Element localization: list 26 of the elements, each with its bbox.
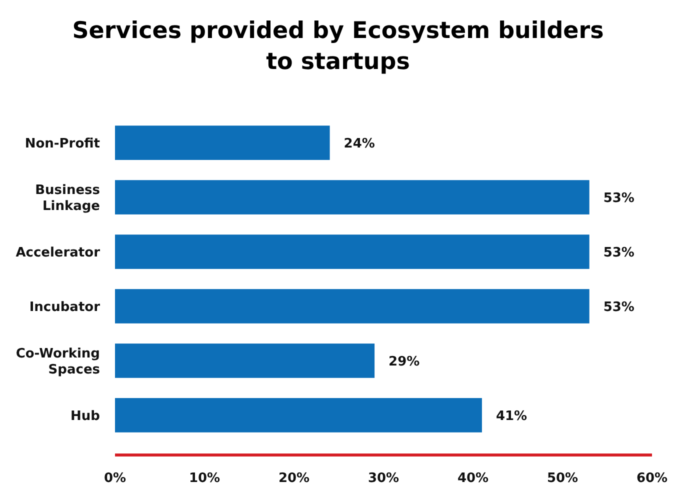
- data-label: 41%: [496, 408, 528, 424]
- x-tick-label: 40%: [457, 471, 489, 484]
- x-tick-label: 0%: [104, 471, 126, 484]
- data-label: 53%: [603, 300, 634, 315]
- bar: [115, 234, 590, 269]
- bar: [115, 126, 330, 160]
- data-label: 24%: [344, 136, 375, 152]
- y-tick-label: Accelerator: [16, 245, 101, 260]
- x-tick-label: 20%: [278, 471, 310, 484]
- y-tick-label: Business Linkage: [35, 182, 100, 214]
- y-tick-label: Incubator: [29, 300, 101, 315]
- data-label: 53%: [603, 245, 634, 260]
- bar: [115, 180, 590, 214]
- data-label: 29%: [388, 354, 420, 370]
- y-tick-label: Non-Profit: [24, 136, 100, 152]
- x-tick-label: 60%: [636, 471, 668, 484]
- y-tick-label: Hub: [70, 408, 100, 424]
- bar: [115, 289, 590, 324]
- x-tick-label: 30%: [368, 471, 400, 484]
- chart-title: Services provided by Ecosystem builders to startups: [72, 18, 604, 75]
- bar: [115, 398, 482, 432]
- x-tick-label: 50%: [546, 471, 578, 484]
- data-label: 53%: [603, 190, 634, 206]
- bar: [115, 344, 375, 378]
- x-tick-label: 10%: [188, 471, 220, 484]
- y-tick-label: Co-Working Spaces: [16, 346, 100, 378]
